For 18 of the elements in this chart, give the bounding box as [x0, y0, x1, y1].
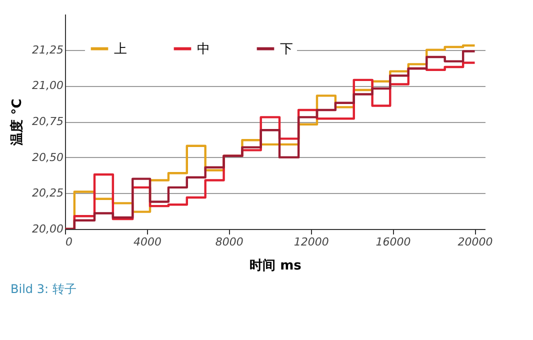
legend-label: 中: [197, 42, 210, 57]
y-tick-label: 20,00: [32, 222, 64, 236]
y-tick-label: 21,00: [32, 79, 64, 92]
y-tick-label: 21,25: [32, 43, 64, 56]
x-tick-label: 12000: [294, 236, 329, 248]
x-tick-label: 8000: [215, 236, 244, 248]
y-axis-title: 温度 °C: [9, 98, 26, 146]
legend-label: 上: [114, 42, 127, 57]
y-tick-label: 20,75: [32, 115, 64, 128]
x-axis-title: 时间 ms: [250, 258, 302, 274]
text: Bild 3: 转子: [10, 282, 76, 296]
x-tick-label: 16000: [376, 236, 411, 248]
y-tick-label: 20,25: [32, 186, 64, 200]
y-tick-label: 20,50: [32, 150, 64, 164]
legend-label: 下: [280, 42, 293, 57]
x-tick-label: 4000: [133, 236, 162, 248]
x-tick-label: 20000: [458, 236, 493, 248]
x-tick-label: 0: [66, 236, 72, 248]
